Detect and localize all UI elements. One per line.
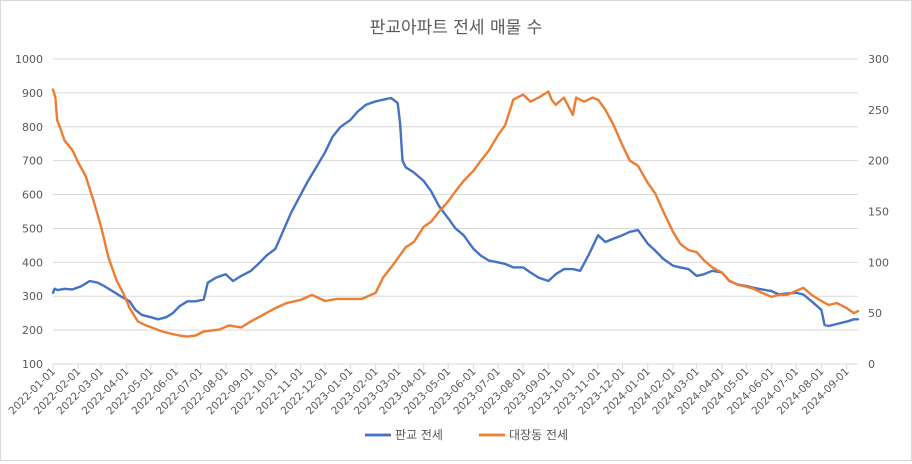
y-axis-right: 0 50 100 150 200 250 300 — [868, 53, 889, 371]
y-tick-label: 200 — [22, 324, 43, 337]
y2-tick-label: 100 — [868, 256, 889, 269]
y-tick-label: 300 — [22, 290, 43, 303]
y-tick-label: 700 — [22, 155, 43, 168]
series-line-2 — [51, 88, 860, 338]
y2-tick-label: 50 — [868, 307, 882, 320]
legend-label-1: 판교 전세 — [395, 428, 443, 442]
series-lines — [51, 88, 860, 338]
y2-tick-label: 0 — [868, 358, 875, 371]
y-axis-left: 100 200 300 400 500 600 700 800 900 1000 — [15, 53, 43, 371]
y2-tick-label: 250 — [868, 104, 889, 117]
y2-tick-label: 200 — [868, 155, 889, 168]
legend-label-2: 대장동 전세 — [509, 428, 568, 442]
y-tick-label: 500 — [22, 222, 43, 235]
y-tick-label: 100 — [22, 358, 43, 371]
x-axis: 2022-01-012022-02-012022-03-012022-04-01… — [6, 364, 852, 417]
y-tick-label: 600 — [22, 189, 43, 202]
y-tick-label: 900 — [22, 87, 43, 100]
y2-tick-label: 300 — [868, 53, 889, 66]
y-tick-label: 400 — [22, 256, 43, 269]
legend: 판교 전세 대장동 전세 — [365, 428, 568, 442]
y2-tick-label: 150 — [868, 206, 889, 219]
chart-title: 판교아파트 전세 매물 수 — [370, 18, 543, 38]
gridlines — [53, 58, 858, 365]
y-tick-label: 800 — [22, 121, 43, 134]
y-tick-label: 1000 — [15, 53, 43, 66]
series-line-1 — [51, 96, 860, 328]
